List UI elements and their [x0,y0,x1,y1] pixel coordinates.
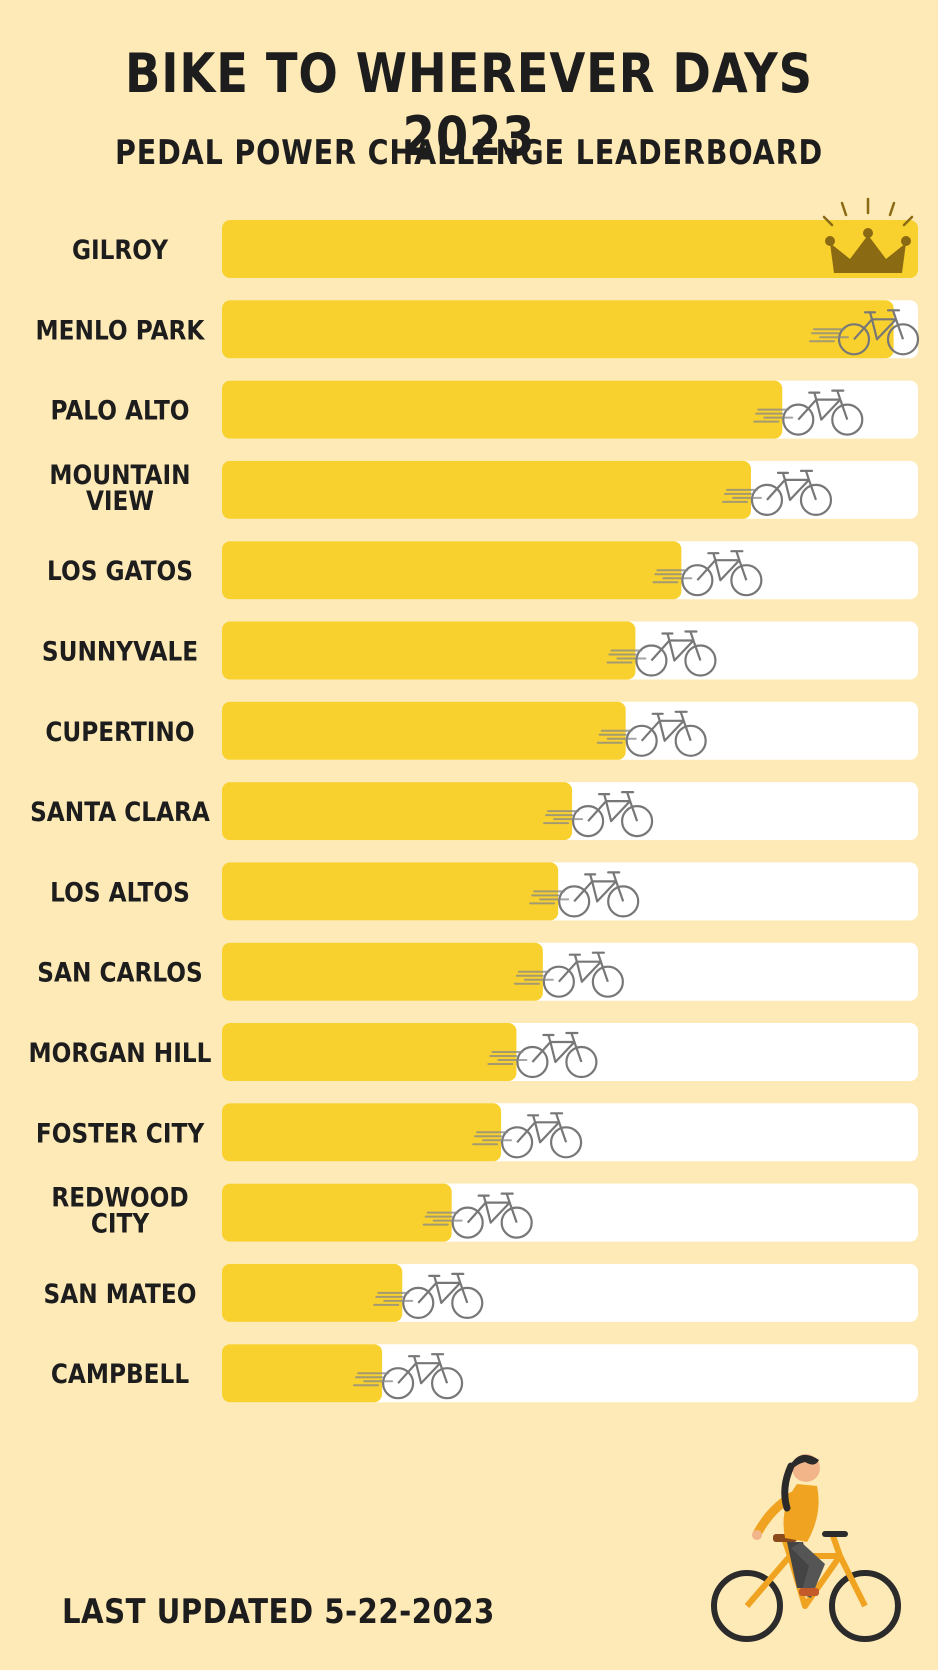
leaderboard-row: CUPERTINO [45,701,918,760]
city-label: SANTA CLARA [30,796,210,827]
leaderboard-row: MOUNTAIN VIEW [49,459,918,519]
city-label: GILROY [72,234,169,265]
rider-figure [752,1454,825,1598]
leaderboard-chart: GILROY MENLO PARK PALO ALTO MOUNTAIN VIEW LOS… [29,197,920,1403]
leaderboard-row: SAN MATEO [44,1263,918,1322]
city-label: CAMPBELL [51,1359,189,1390]
bicycle-icon [529,871,640,918]
page-subtitle: PEDAL POWER CHALLENGE LEADERBOARD [114,133,824,173]
cyclist-illustration [711,1454,901,1642]
leaderboard-row: GILROY [72,197,918,278]
bicycle-icon [543,790,654,838]
leaderboard-row: SAN CARLOS [37,942,918,1001]
bar-fill [222,1344,383,1403]
bar-fill [222,701,626,760]
bar-fill [222,541,682,600]
city-label: PALO ALTO [50,395,189,426]
bar-fill [222,782,573,841]
leaderboard-row: FOSTER CITY [36,1103,918,1162]
leaderboard-row: LOS ALTOS [50,862,918,921]
city-label: SAN CARLOS [37,957,202,988]
bicycle-icon [487,1031,598,1079]
bar-fill [222,942,543,1001]
bar-fill [222,862,559,921]
leaderboard-row: SANTA CLARA [30,782,918,841]
leaderboard-row: CAMPBELL [51,1344,918,1403]
bicycle-icon [652,550,763,597]
leaderboard-row: PALO ALTO [50,380,918,439]
bicycle-icon [422,1192,533,1239]
city-label: SUNNYVALE [42,636,198,667]
city-label: MENLO PARK [36,315,206,346]
last-updated-text: LAST UPDATED 5-22-2023 [62,1592,495,1632]
bicycle-icon [513,951,624,998]
city-label: MOUNTAIN VIEW [49,459,190,516]
bar-fill [222,621,636,680]
bar-fill [222,1263,403,1322]
leaderboard-row: MORGAN HILL [29,1023,918,1081]
bar-fill [222,220,918,278]
bicycle-icon [472,1112,583,1159]
leaderboard-row: LOS GATOS [47,541,918,600]
leaderboard-row: MENLO PARK [36,300,920,359]
bicycle-icon [753,389,864,436]
bar-fill [222,380,783,439]
city-label: SAN MATEO [44,1278,197,1309]
city-label: FOSTER CITY [36,1118,205,1149]
page-title: BIKE TO WHEREVER DAYS 2023 [125,42,813,168]
city-label: REDWOOD CITY [51,1182,188,1239]
city-label: CUPERTINO [45,716,194,747]
bicycle-icon [809,309,920,356]
bicycle-icon [596,710,707,757]
crown-icon [822,197,914,273]
bar-fill [222,1183,452,1242]
bicycle-icon [353,1353,464,1400]
city-label: LOS ALTOS [50,877,190,908]
city-label: MORGAN HILL [29,1037,212,1068]
bar-fill [222,300,894,359]
bicycle-icon [606,630,717,677]
bicycle-icon [373,1272,484,1320]
bar-track [222,1344,918,1403]
leaderboard-row: SUNNYVALE [42,621,918,680]
bar-fill [222,1103,502,1162]
city-label: LOS GATOS [47,556,193,587]
leaderboard-row: REDWOOD CITY [51,1182,918,1242]
bar-fill [222,1023,517,1081]
bar-fill [222,460,751,519]
bicycle-icon [721,469,833,516]
